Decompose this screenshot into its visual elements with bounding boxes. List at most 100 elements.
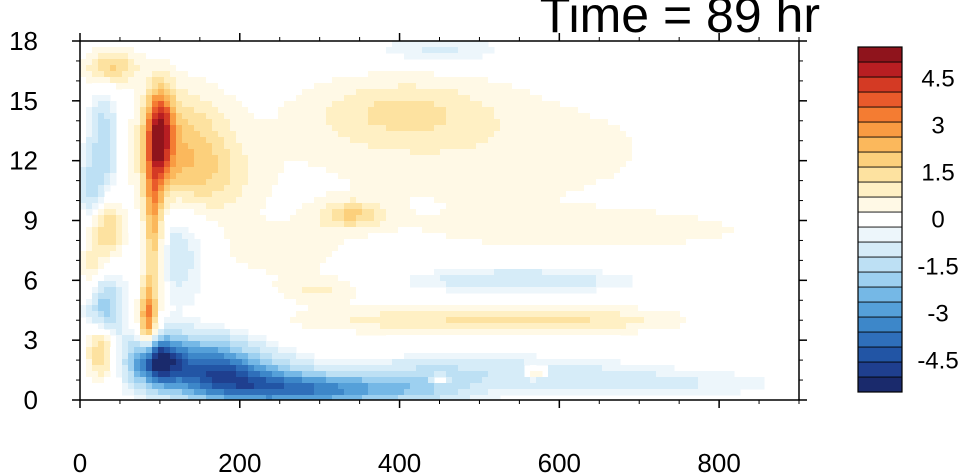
heatmap-cell [152, 209, 159, 216]
heatmap-cell [674, 125, 681, 132]
heatmap-cell [662, 113, 669, 120]
heatmap-cell [626, 161, 633, 168]
heatmap-cell [92, 263, 99, 270]
heatmap-cell [584, 245, 591, 252]
heatmap-cell [614, 173, 621, 180]
heatmap-cell [392, 383, 399, 390]
heatmap-cell [110, 221, 117, 228]
heatmap-cell [344, 173, 351, 180]
heatmap-cell [332, 119, 339, 126]
heatmap-cell [392, 137, 399, 144]
heatmap-cell [506, 125, 513, 132]
heatmap-cell [302, 329, 309, 336]
heatmap-cell [236, 353, 243, 360]
heatmap-cell [260, 239, 267, 246]
heatmap-cell [248, 347, 255, 354]
heatmap-cell [278, 95, 285, 102]
heatmap-cell [170, 173, 177, 180]
heatmap-cell [554, 251, 561, 258]
heatmap-cell [164, 113, 171, 120]
heatmap-cell [524, 209, 531, 216]
heatmap-cell [242, 263, 249, 270]
heatmap-cell [440, 179, 447, 186]
heatmap-cell [266, 215, 273, 222]
heatmap-cell [236, 197, 243, 204]
heatmap-cell [428, 125, 435, 132]
heatmap-cell [662, 317, 669, 324]
heatmap-cell [386, 299, 393, 306]
heatmap-cell [482, 365, 489, 372]
heatmap-cell [512, 197, 519, 204]
heatmap-cell [386, 311, 393, 318]
heatmap-cell [182, 179, 189, 186]
heatmap-cell [398, 359, 405, 366]
heatmap-cell [368, 143, 375, 150]
heatmap-cell [494, 227, 501, 234]
heatmap-cell [158, 167, 165, 174]
heatmap-cell [482, 383, 489, 390]
heatmap-cell [260, 155, 267, 162]
heatmap-cell [590, 197, 597, 204]
heatmap-cell [758, 215, 765, 222]
heatmap-cell [176, 119, 183, 126]
heatmap-cell [488, 287, 495, 294]
heatmap-cell [512, 245, 519, 252]
heatmap-cell [230, 335, 237, 342]
heatmap-cell [320, 167, 327, 174]
heatmap-cell [440, 317, 447, 324]
heatmap-cell [212, 149, 219, 156]
heatmap-cell [422, 227, 429, 234]
heatmap-cell [320, 239, 327, 246]
heatmap-cell [170, 53, 177, 60]
heatmap-cell [440, 221, 447, 228]
heatmap-cell [548, 209, 555, 216]
heatmap-cell [194, 173, 201, 180]
heatmap-cell [482, 275, 489, 282]
heatmap-cell [602, 359, 609, 366]
heatmap-cell [146, 293, 153, 300]
heatmap-cell [674, 209, 681, 216]
heatmap-cell [218, 101, 225, 108]
heatmap-cell [518, 215, 525, 222]
heatmap-cell [578, 83, 585, 90]
heatmap-cell [314, 167, 321, 174]
heatmap-cell [566, 101, 573, 108]
heatmap-cell [464, 77, 471, 84]
heatmap-cell [260, 251, 267, 258]
heatmap-cell [284, 215, 291, 222]
heatmap-cell [368, 131, 375, 138]
heatmap-cell [116, 65, 123, 72]
heatmap-cell [692, 149, 699, 156]
heatmap-cell [422, 215, 429, 222]
heatmap-cell [380, 161, 387, 168]
heatmap-cell [158, 389, 165, 396]
heatmap-cell [524, 245, 531, 252]
heatmap-cell [626, 149, 633, 156]
heatmap-cell [626, 143, 633, 150]
heatmap-cell [86, 149, 93, 156]
heatmap-cell [404, 179, 411, 186]
heatmap-cell [602, 191, 609, 198]
heatmap-cell [512, 71, 519, 78]
heatmap-cell [440, 89, 447, 96]
heatmap-cell [524, 275, 531, 282]
heatmap-cell [578, 161, 585, 168]
heatmap-cell [734, 389, 741, 396]
heatmap-cell [536, 167, 543, 174]
heatmap-cell [86, 131, 93, 138]
heatmap-cell [602, 371, 609, 378]
heatmap-cell [314, 179, 321, 186]
heatmap-cell [476, 119, 483, 126]
heatmap-cell [386, 173, 393, 180]
heatmap-cell [644, 371, 651, 378]
heatmap-cell [284, 89, 291, 96]
heatmap-cell [428, 179, 435, 186]
heatmap-cell [320, 203, 327, 210]
heatmap-cell [362, 377, 369, 384]
heatmap-cell [488, 161, 495, 168]
heatmap-cell [572, 383, 579, 390]
heatmap-cell [584, 305, 591, 312]
heatmap-cell [410, 281, 417, 288]
heatmap-cell [140, 137, 147, 144]
heatmap-cell [500, 197, 507, 204]
